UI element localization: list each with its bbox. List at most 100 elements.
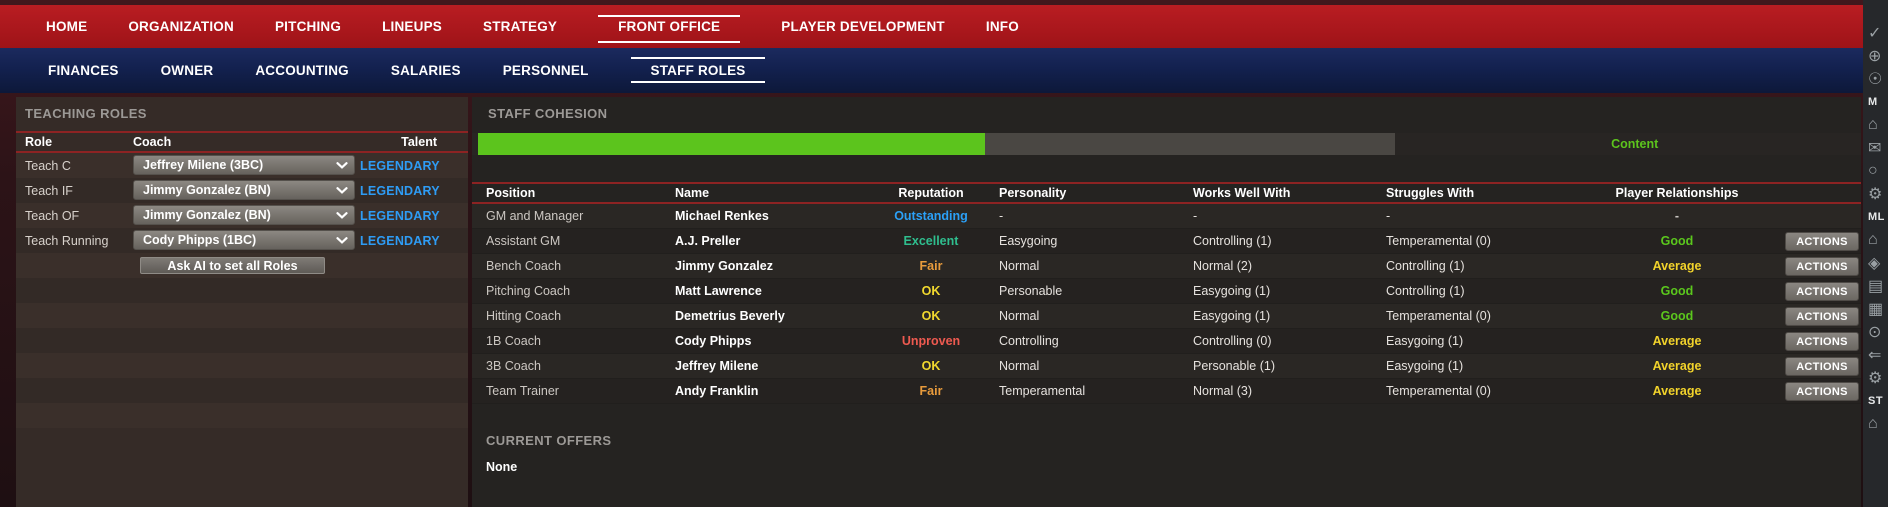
secondary-nav-item[interactable]: ACCOUNTING	[255, 48, 349, 93]
primary-nav-item[interactable]: ORGANIZATION	[128, 5, 234, 48]
staff-cohesion-title: STAFF COHESION	[488, 106, 608, 121]
staff-table-row[interactable]: Pitching Coach Matt Lawrence OK Personab…	[472, 279, 1861, 304]
actions-button[interactable]: ACTIONS	[1785, 282, 1859, 301]
cohesion-bar: Content	[478, 133, 1855, 155]
binoculars-icon[interactable]: ⊙	[1868, 323, 1882, 341]
gear-icon[interactable]: ⚙	[1868, 185, 1883, 203]
secondary-nav-label: SALARIES	[390, 63, 461, 78]
actions-button-slot: ACTIONS	[1785, 257, 1859, 276]
globe-icon[interactable]: ⊕	[1868, 47, 1882, 65]
primary-nav-label: PLAYER DEVELOPMENT	[781, 19, 945, 34]
staff-name: Andy Franklin	[675, 384, 759, 398]
teaching-roles-title: TEACHING ROLES	[25, 106, 147, 121]
column-header-reputation: Reputation	[898, 186, 964, 200]
separator	[16, 151, 468, 153]
staff-table-row[interactable]: 3B Coach Jeffrey Milene OK Normal Person…	[472, 354, 1861, 379]
coach-select-value: Cody Phipps (1BC)	[143, 233, 257, 247]
teaching-role-label: Teach IF	[25, 183, 73, 198]
teaching-role-row: Teach IF Jimmy Gonzalez (BN) LEGENDARY	[16, 178, 468, 203]
staff-name: Jimmy Gonzalez	[675, 259, 773, 273]
staff-table-row[interactable]: 1B Coach Cody Phipps Unproven Controllin…	[472, 329, 1861, 354]
actions-button[interactable]: ACTIONS	[1785, 232, 1859, 251]
teaching-role-row: Teach C Jeffrey Milene (3BC) LEGENDARY	[16, 153, 468, 178]
check-icon[interactable]: ✓	[1868, 24, 1882, 42]
secondary-nav-item[interactable]: OWNER	[161, 48, 214, 93]
actions-button[interactable]: ACTIONS	[1785, 357, 1859, 376]
chevron-down-icon	[336, 162, 348, 169]
staff-player-relationships: Good	[1660, 284, 1694, 298]
actions-button[interactable]: ACTIONS	[1785, 332, 1859, 351]
staff-table-row[interactable]: Hitting Coach Demetrius Beverly OK Norma…	[472, 304, 1861, 329]
primary-nav-item[interactable]: STRATEGY	[483, 5, 557, 48]
dock-section-label-st[interactable]: ST	[1868, 394, 1884, 407]
teaching-roles-panel: TEACHING ROLES Role Coach Talent Teach C…	[16, 97, 468, 507]
staff-reputation: Fair	[919, 259, 943, 273]
staff-table-rows: GM and Manager Michael Renkes Outstandin…	[472, 204, 1861, 404]
staff-table-row[interactable]: Assistant GM A.J. Preller Excellent Easy…	[472, 229, 1861, 254]
coach-select[interactable]: Jimmy Gonzalez (BN)	[133, 205, 355, 225]
actions-button[interactable]: ACTIONS	[1785, 307, 1859, 326]
card-icon[interactable]: ▤	[1868, 277, 1884, 295]
cohesion-bar-fill	[478, 133, 985, 155]
dock-section-label-m[interactable]: M	[1868, 95, 1878, 108]
staff-table-row[interactable]: Team Trainer Andy Franklin Fair Temperam…	[472, 379, 1861, 404]
staff-player-relationships: Average	[1652, 334, 1702, 348]
teaching-role-row: Teach OF Jimmy Gonzalez (BN) LEGENDARY	[16, 203, 468, 228]
home-icon[interactable]: ⌂	[1868, 115, 1878, 133]
primary-nav-item[interactable]: PLAYER DEVELOPMENT	[781, 5, 945, 48]
home-icon[interactable]: ⌂	[1868, 230, 1878, 248]
arrows-icon[interactable]: ⇐	[1868, 346, 1882, 364]
staff-personality: Normal	[999, 309, 1040, 323]
staff-personality: Temperamental	[999, 384, 1086, 398]
secondary-nav-label: FINANCES	[48, 63, 119, 78]
staff-struggles-with: Controlling (1)	[1386, 284, 1465, 298]
staff-struggles-with: Easygoing (1)	[1386, 359, 1464, 373]
primary-nav-label: LINEUPS	[382, 19, 442, 34]
staff-table-row[interactable]: Bench Coach Jimmy Gonzalez Fair Normal N…	[472, 254, 1861, 279]
primary-nav-item[interactable]: LINEUPS	[382, 5, 442, 48]
bulb-icon[interactable]: ☉	[1868, 70, 1883, 88]
staff-reputation: OK	[921, 309, 941, 323]
ask-ai-set-roles-button[interactable]: Ask AI to set all Roles	[140, 257, 325, 274]
dock-section-label-ml[interactable]: ML	[1868, 210, 1885, 223]
secondary-nav-item[interactable]: FINANCES	[48, 48, 119, 93]
staff-table-header: Position Name Reputation Personality Wor…	[472, 184, 1861, 202]
secondary-nav-item[interactable]: SALARIES	[391, 48, 461, 93]
actions-button-slot: ACTIONS	[1785, 332, 1859, 351]
staff-reputation: Unproven	[901, 334, 961, 348]
primary-nav-item[interactable]: PITCHING	[275, 5, 341, 48]
primary-nav-item[interactable]: HOME	[46, 5, 87, 48]
staff-position: Pitching Coach	[486, 284, 571, 298]
staff-cohesion-panel: STAFF COHESION Content Position Name Rep…	[472, 97, 1861, 507]
coach-select[interactable]: Jimmy Gonzalez (BN)	[133, 180, 355, 200]
coach-select[interactable]: Jeffrey Milene (3BC)	[133, 155, 355, 175]
staff-position: Hitting Coach	[486, 309, 562, 323]
staff-works-well-with: Easygoing (1)	[1193, 309, 1271, 323]
search-icon[interactable]: ○	[1868, 161, 1878, 179]
secondary-nav-item[interactable]: STAFF ROLES	[630, 48, 766, 93]
chart-icon[interactable]: ▦	[1868, 300, 1884, 318]
staff-works-well-with: Easygoing (1)	[1193, 284, 1271, 298]
staff-player-relationships: Average	[1652, 259, 1702, 273]
staff-works-well-with: -	[1193, 209, 1198, 223]
actions-button[interactable]: ACTIONS	[1785, 382, 1859, 401]
location-icon[interactable]: ◈	[1868, 254, 1881, 272]
column-header-player-relationships: Player Relationships	[1615, 186, 1739, 200]
secondary-nav-item[interactable]: PERSONNEL	[503, 48, 589, 93]
primary-nav-item[interactable]: FRONT OFFICE	[598, 5, 741, 48]
actions-button-slot: ACTIONS	[1785, 307, 1859, 326]
home-icon[interactable]: ⌂	[1868, 414, 1878, 432]
teaching-roles-rows: Teach C Jeffrey Milene (3BC) LEGENDARY T…	[16, 153, 468, 428]
staff-struggles-with: Easygoing (1)	[1386, 334, 1464, 348]
actions-button[interactable]: ACTIONS	[1785, 257, 1859, 276]
separator	[472, 182, 1861, 184]
mail-icon[interactable]: ✉	[1868, 139, 1882, 157]
ai-button-row: Ask AI to set all Roles	[16, 253, 468, 278]
staff-table-row[interactable]: GM and Manager Michael Renkes Outstandin…	[472, 204, 1861, 229]
primary-nav-item[interactable]: INFO	[986, 5, 1019, 48]
coach-select[interactable]: Cody Phipps (1BC)	[133, 230, 355, 250]
secondary-nav-label: PERSONNEL	[502, 63, 589, 78]
coach-select-value: Jimmy Gonzalez (BN)	[143, 208, 271, 222]
gear-icon[interactable]: ⚙	[1868, 369, 1883, 387]
teaching-role-row: Teach Running Cody Phipps (1BC) LEGENDAR…	[16, 228, 468, 253]
